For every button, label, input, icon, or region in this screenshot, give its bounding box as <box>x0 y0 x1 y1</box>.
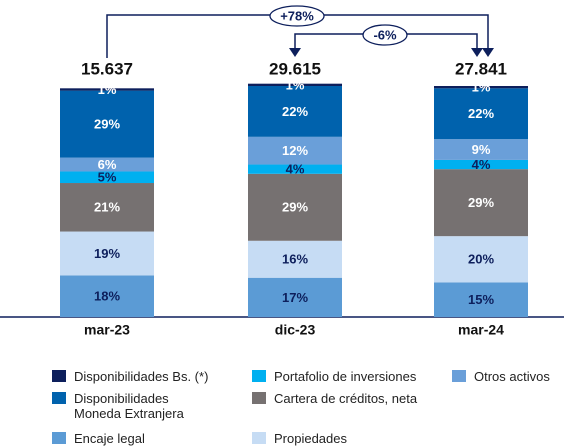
bar-segment <box>434 169 528 237</box>
bar-segment <box>434 86 528 89</box>
value-label: 22% <box>282 104 308 119</box>
annotation-bubble <box>269 5 325 27</box>
bar-segment <box>248 136 342 165</box>
legend-label: Cartera de créditos, neta <box>274 391 418 406</box>
bar-segment <box>60 157 154 172</box>
value-label: 29% <box>94 117 120 132</box>
arrow-head <box>289 48 301 57</box>
legend-swatch <box>252 432 266 444</box>
value-label: 1% <box>472 80 491 95</box>
bar-segment <box>248 86 342 137</box>
arrow-head <box>482 48 494 57</box>
value-label: 19% <box>94 246 120 261</box>
x-tick-label: dic-23 <box>275 322 316 338</box>
bar-segment <box>60 231 154 276</box>
bar-segment <box>434 88 528 140</box>
bar-segment <box>60 275 154 317</box>
legend-item: Encaje legal <box>52 431 145 446</box>
total-label: 15.637 <box>81 59 133 78</box>
x-tick-label: mar-23 <box>84 322 130 338</box>
bar-segment <box>60 90 154 158</box>
legend-swatch <box>52 370 66 382</box>
value-label: 21% <box>94 200 120 215</box>
value-label: 5% <box>98 170 117 185</box>
arrows <box>289 48 494 57</box>
value-label: 29% <box>282 200 308 215</box>
legend-swatch <box>252 392 266 404</box>
value-label: 1% <box>286 77 305 92</box>
legend-swatch <box>52 432 66 444</box>
bar-segment <box>60 183 154 232</box>
total-label: 29.615 <box>269 59 321 78</box>
annotation-bubble <box>362 24 408 46</box>
value-label: 9% <box>472 142 491 157</box>
bar-segment <box>248 83 342 86</box>
legend-item: Disponibilidades Moneda Extranjera <box>52 391 214 421</box>
value-label: 29% <box>468 195 494 210</box>
legend-label: Otros activos <box>474 369 550 384</box>
bar-segment <box>434 236 528 283</box>
value-label: 20% <box>468 252 494 267</box>
value-label: 16% <box>282 252 308 267</box>
value-label: 17% <box>282 290 308 305</box>
legend-item: Propiedades <box>252 431 347 446</box>
arrow-head <box>471 48 483 57</box>
value-label: 1% <box>98 82 117 97</box>
legend-item: Cartera de créditos, neta <box>252 391 417 406</box>
legend-swatch <box>252 370 266 382</box>
legend-label: Disponibilidades Bs. (*) <box>74 369 209 384</box>
bar-segment <box>434 282 528 317</box>
x-tick-label: mar-24 <box>458 322 504 338</box>
bar-segment <box>248 173 342 241</box>
value-label: 4% <box>472 157 491 172</box>
legend-item: Otros activos <box>452 369 550 384</box>
bar-segment <box>248 277 342 317</box>
annotation: +78% <box>280 8 314 23</box>
legend-swatch <box>452 370 466 382</box>
legend-swatch <box>52 392 66 404</box>
value-label: 15% <box>468 292 494 307</box>
annotation: -6% <box>373 27 397 42</box>
legend-label: Portafolio de inversiones <box>274 369 417 384</box>
value-label: 4% <box>286 162 305 177</box>
bar-segment <box>60 171 154 184</box>
bar-segment <box>434 139 528 160</box>
value-label: 6% <box>98 157 117 172</box>
legend-label: Encaje legal <box>74 431 145 446</box>
bar-segment <box>60 88 154 91</box>
legend-label: Disponibilidades Moneda Extranjera <box>74 391 184 421</box>
bar-segment <box>248 164 342 174</box>
value-label: 22% <box>468 106 494 121</box>
legend-item: Portafolio de inversiones <box>252 369 416 384</box>
total-label: 27.841 <box>455 59 507 78</box>
bar-segment <box>248 240 342 278</box>
bar-segment <box>434 159 528 170</box>
value-label: 12% <box>282 143 308 158</box>
value-label: 18% <box>94 289 120 304</box>
legend-label: Propiedades <box>274 431 347 446</box>
legend-item: Disponibilidades Bs. (*) <box>52 369 208 384</box>
